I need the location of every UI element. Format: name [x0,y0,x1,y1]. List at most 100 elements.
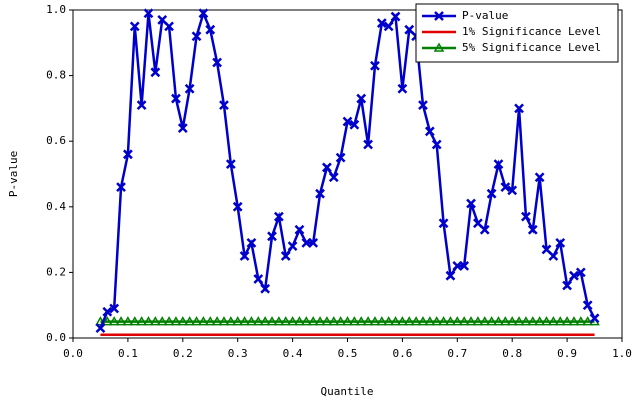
point-marker [322,162,332,173]
point-marker [150,67,161,78]
point-marker [431,139,442,150]
point-marker [95,323,106,334]
legend-label: P-value [462,9,508,22]
point-marker [335,316,346,326]
point-marker [424,126,435,137]
point-marker [218,316,230,326]
point-marker [156,316,168,326]
point-marker [376,316,388,326]
point-marker [349,119,360,130]
point-marker [253,274,264,284]
point-marker [555,237,566,248]
point-marker [473,218,483,229]
point-marker [280,251,291,261]
point-marker [321,316,333,326]
point-marker [521,211,531,222]
point-marker [177,316,189,326]
point-marker [534,316,545,326]
point-marker [102,306,113,317]
point-marker [287,316,298,326]
point-marker [164,21,174,32]
point-marker [458,316,470,326]
point-marker [191,31,202,42]
point-marker [198,8,209,19]
point-marker [143,8,154,19]
point-marker [122,316,134,326]
point-marker [198,316,209,326]
point-marker [527,224,538,235]
point-marker [108,316,120,326]
point-marker [575,267,586,278]
point-marker [513,316,525,326]
point-marker [568,316,580,326]
point-marker [445,270,456,281]
point-marker [397,316,408,326]
point-marker [493,316,504,326]
y-tick-label: 1.0 [46,3,66,16]
x-tick-label: 0.1 [118,347,138,360]
point-marker [390,11,401,22]
point-marker [328,172,339,183]
y-tick-label: 0.8 [46,69,66,82]
point-marker [356,93,367,104]
point-marker [403,316,415,326]
point-marker [259,316,271,326]
x-tick-label: 0.8 [502,347,522,360]
legend-marker [433,42,445,52]
point-marker [294,224,305,235]
y-tick-label: 0.2 [46,265,66,278]
point-marker [390,316,401,326]
point-marker [370,60,380,71]
point-marker [246,316,257,326]
x-tick-label: 0.7 [447,347,467,360]
point-marker [109,303,120,314]
point-marker [225,159,236,170]
point-marker [438,316,449,326]
point-marker [273,211,284,222]
point-marker [314,316,326,326]
point-marker [191,316,202,326]
point-marker [349,316,360,326]
y-tick-label: 0.4 [46,200,66,213]
point-marker [232,201,243,212]
point-marker [424,316,436,326]
point-marker [376,18,387,29]
point-marker [232,316,243,326]
point-marker [541,316,552,326]
point-marker [123,149,133,160]
legend: P-value 1% Significance Level 5% Significa… [415,3,619,63]
point-marker [355,316,367,326]
point-marker [438,218,449,229]
x-tick-label: 0.9 [557,347,577,360]
point-marker [589,313,600,324]
point-marker [410,316,422,326]
point-marker [204,316,216,326]
point-marker [541,244,552,255]
y-tick-label: 0.0 [46,331,66,344]
legend-label: 5% Significance Level [462,41,601,54]
point-marker [116,182,126,193]
point-marker [129,316,141,326]
point-marker [466,198,476,209]
point-marker [493,159,504,170]
point-marker [575,316,587,326]
point-marker [582,316,593,326]
point-marker [287,241,298,252]
point-marker [369,316,381,326]
point-marker [554,316,566,326]
point-marker [225,316,237,326]
point-marker [301,316,312,326]
point-marker [548,251,559,261]
point-marker [342,116,353,127]
point-marker [184,316,195,326]
x-tick-label: 0.4 [283,347,303,360]
x-tick-label: 0.6 [392,347,412,360]
point-marker [246,237,257,248]
legend-marker [434,11,444,21]
point-marker [479,316,491,326]
point-marker [362,316,374,326]
point-marker [561,316,573,326]
point-marker [150,316,161,326]
point-marker [445,316,456,326]
